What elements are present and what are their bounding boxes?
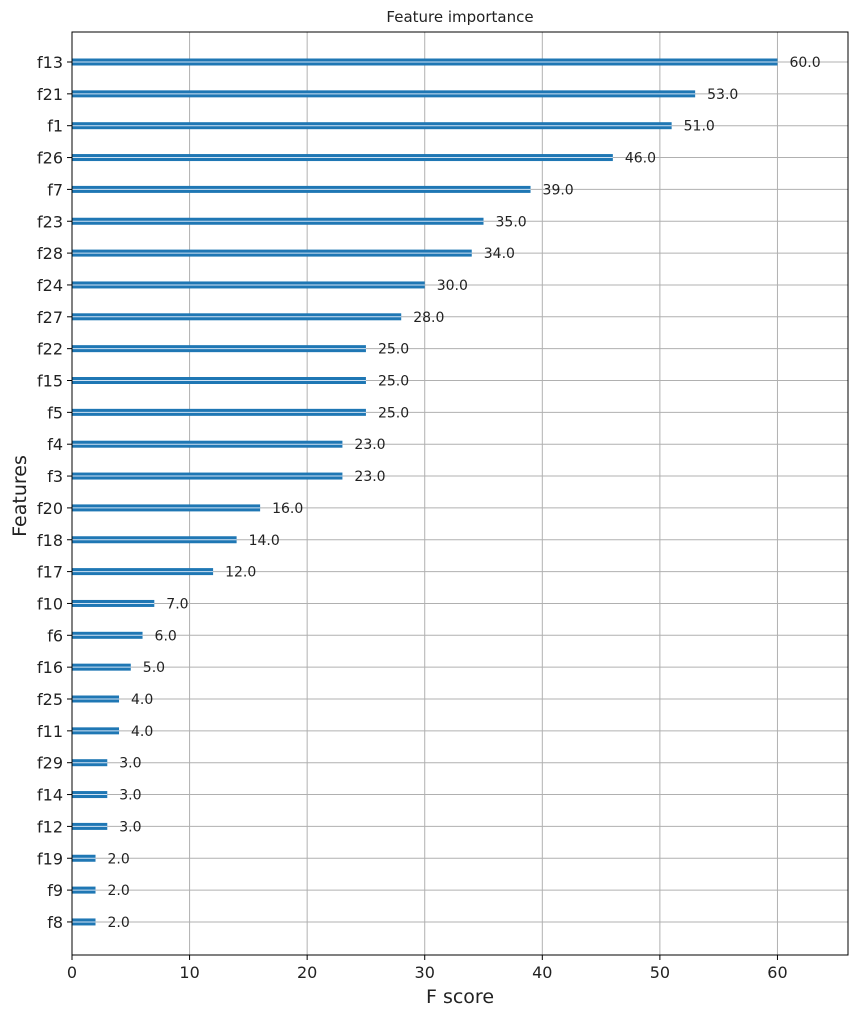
y-tick-label: f21	[37, 85, 63, 104]
data-label: 25.0	[378, 374, 409, 390]
data-label: 34.0	[484, 246, 515, 262]
x-tick-label: 50	[650, 963, 670, 982]
data-label: 60.0	[789, 55, 820, 71]
bars-layer	[72, 58, 778, 926]
data-label: 35.0	[496, 214, 527, 230]
y-ticks-layer: f13 f21 f1 f26 f7 f23 f28 f24 f27 f22 f15 f5 f4 f3 f20…	[37, 53, 72, 932]
x-tick-label: 60	[767, 963, 787, 982]
chart-title: Feature importance	[386, 8, 533, 26]
x-tick-label: 20	[297, 963, 317, 982]
data-label: 7.0	[166, 596, 188, 612]
y-tick-label: f24	[37, 276, 63, 295]
y-tick-label: f18	[37, 531, 63, 550]
y-tick-label: f23	[37, 212, 63, 231]
x-ticks-layer: 0 10 20 30 40 50 60	[67, 955, 788, 982]
data-label: 30.0	[437, 278, 468, 294]
grid-layer	[71, 32, 848, 955]
data-label: 2.0	[108, 883, 130, 899]
data-label: 12.0	[225, 565, 256, 581]
x-tick-label: 10	[179, 963, 199, 982]
data-label: 46.0	[625, 151, 656, 167]
data-labels-layer: 60.053.051.046.039.035.034.030.028.025.0…	[108, 55, 821, 931]
data-label: 6.0	[155, 628, 177, 644]
y-tick-label: f28	[37, 244, 63, 263]
y-tick-label: f15	[37, 372, 63, 391]
y-tick-label: f26	[37, 149, 63, 168]
y-tick-label: f14	[37, 786, 63, 805]
plot-frame	[71, 31, 849, 956]
y-tick-label: f12	[37, 817, 63, 836]
y-tick-label: f3	[47, 467, 63, 486]
x-axis-label: F score	[426, 986, 494, 1008]
data-label: 2.0	[108, 851, 130, 867]
y-tick-label: f10	[37, 594, 63, 613]
y-tick-label: f13	[37, 53, 63, 72]
data-label: 3.0	[119, 756, 141, 772]
y-tick-label: f19	[37, 849, 63, 868]
data-label: 25.0	[378, 342, 409, 358]
data-label: 53.0	[707, 87, 738, 103]
y-tick-label: f5	[47, 403, 63, 422]
y-tick-label: f20	[37, 499, 63, 518]
data-label: 39.0	[543, 182, 574, 198]
data-label: 25.0	[378, 405, 409, 421]
y-tick-label: f29	[37, 754, 63, 773]
y-tick-label: f4	[47, 435, 63, 454]
y-tick-label: f8	[47, 913, 63, 932]
y-tick-label: f17	[37, 563, 63, 582]
y-tick-label: f7	[47, 180, 63, 199]
data-label: 28.0	[413, 310, 444, 326]
y-tick-label: f1	[47, 117, 63, 136]
y-tick-label: f22	[37, 340, 63, 359]
data-label: 51.0	[684, 119, 715, 135]
data-label: 3.0	[119, 819, 141, 835]
y-tick-label: f25	[37, 690, 63, 709]
y-tick-label: f11	[37, 722, 63, 741]
data-label: 4.0	[131, 692, 153, 708]
x-tick-label: 30	[415, 963, 435, 982]
data-label: 4.0	[131, 724, 153, 740]
x-tick-label: 40	[532, 963, 552, 982]
data-label: 14.0	[249, 533, 280, 549]
data-label: 5.0	[143, 660, 165, 676]
x-tick-label: 0	[67, 963, 77, 982]
data-label: 23.0	[354, 437, 385, 453]
data-label: 3.0	[119, 788, 141, 804]
data-label: 2.0	[108, 915, 130, 931]
data-label: 23.0	[354, 469, 385, 485]
y-axis-label: Features	[9, 455, 31, 537]
data-label: 16.0	[272, 501, 303, 517]
y-tick-label: f6	[47, 626, 63, 645]
y-tick-label: f27	[37, 308, 63, 327]
y-tick-label: f9	[47, 881, 63, 900]
y-tick-label: f16	[37, 658, 63, 677]
